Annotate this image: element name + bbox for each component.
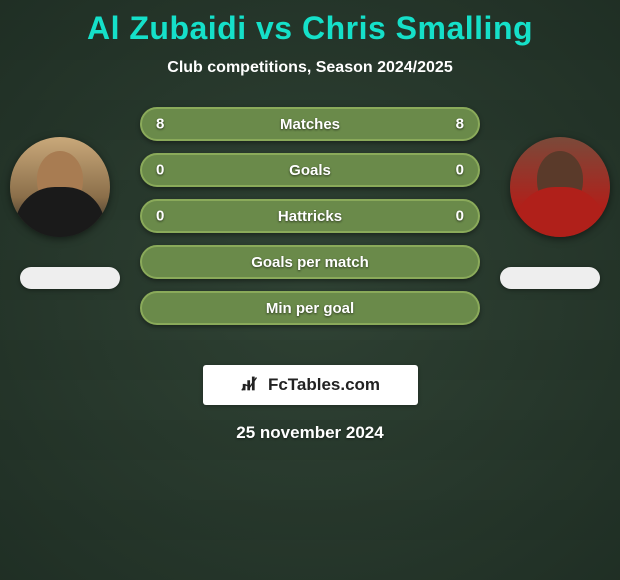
stat-row-goals-per-match: Goals per match <box>140 245 480 279</box>
stat-right-value: 0 <box>456 162 464 179</box>
watermark-text: FcTables.com <box>268 375 380 395</box>
player-right-flag <box>500 267 600 289</box>
chart-icon <box>240 372 262 399</box>
stat-row-matches: 8 Matches 8 <box>140 107 480 141</box>
subtitle: Club competitions, Season 2024/2025 <box>0 59 620 77</box>
player-left-flag <box>20 267 120 289</box>
stat-row-min-per-goal: Min per goal <box>140 291 480 325</box>
page-title: Al Zubaidi vs Chris Smalling <box>0 0 620 47</box>
stat-label: Min per goal <box>266 300 354 317</box>
stat-left-value: 0 <box>156 208 164 225</box>
player-left-avatar <box>10 137 110 237</box>
player-right-avatar <box>510 137 610 237</box>
stat-row-goals: 0 Goals 0 <box>140 153 480 187</box>
stat-label: Hattricks <box>278 208 342 225</box>
stat-bars: 8 Matches 8 0 Goals 0 0 Hattricks 0 Goal… <box>140 107 480 337</box>
stat-label: Goals <box>289 162 331 179</box>
stat-left-value: 8 <box>156 116 164 133</box>
stat-right-value: 8 <box>456 116 464 133</box>
stat-row-hattricks: 0 Hattricks 0 <box>140 199 480 233</box>
stat-label: Matches <box>280 116 340 133</box>
stat-label: Goals per match <box>251 254 369 271</box>
stat-right-value: 0 <box>456 208 464 225</box>
comparison-area: 8 Matches 8 0 Goals 0 0 Hattricks 0 Goal… <box>0 107 620 357</box>
stat-left-value: 0 <box>156 162 164 179</box>
watermark: FcTables.com <box>203 365 418 405</box>
date-line: 25 november 2024 <box>0 423 620 443</box>
